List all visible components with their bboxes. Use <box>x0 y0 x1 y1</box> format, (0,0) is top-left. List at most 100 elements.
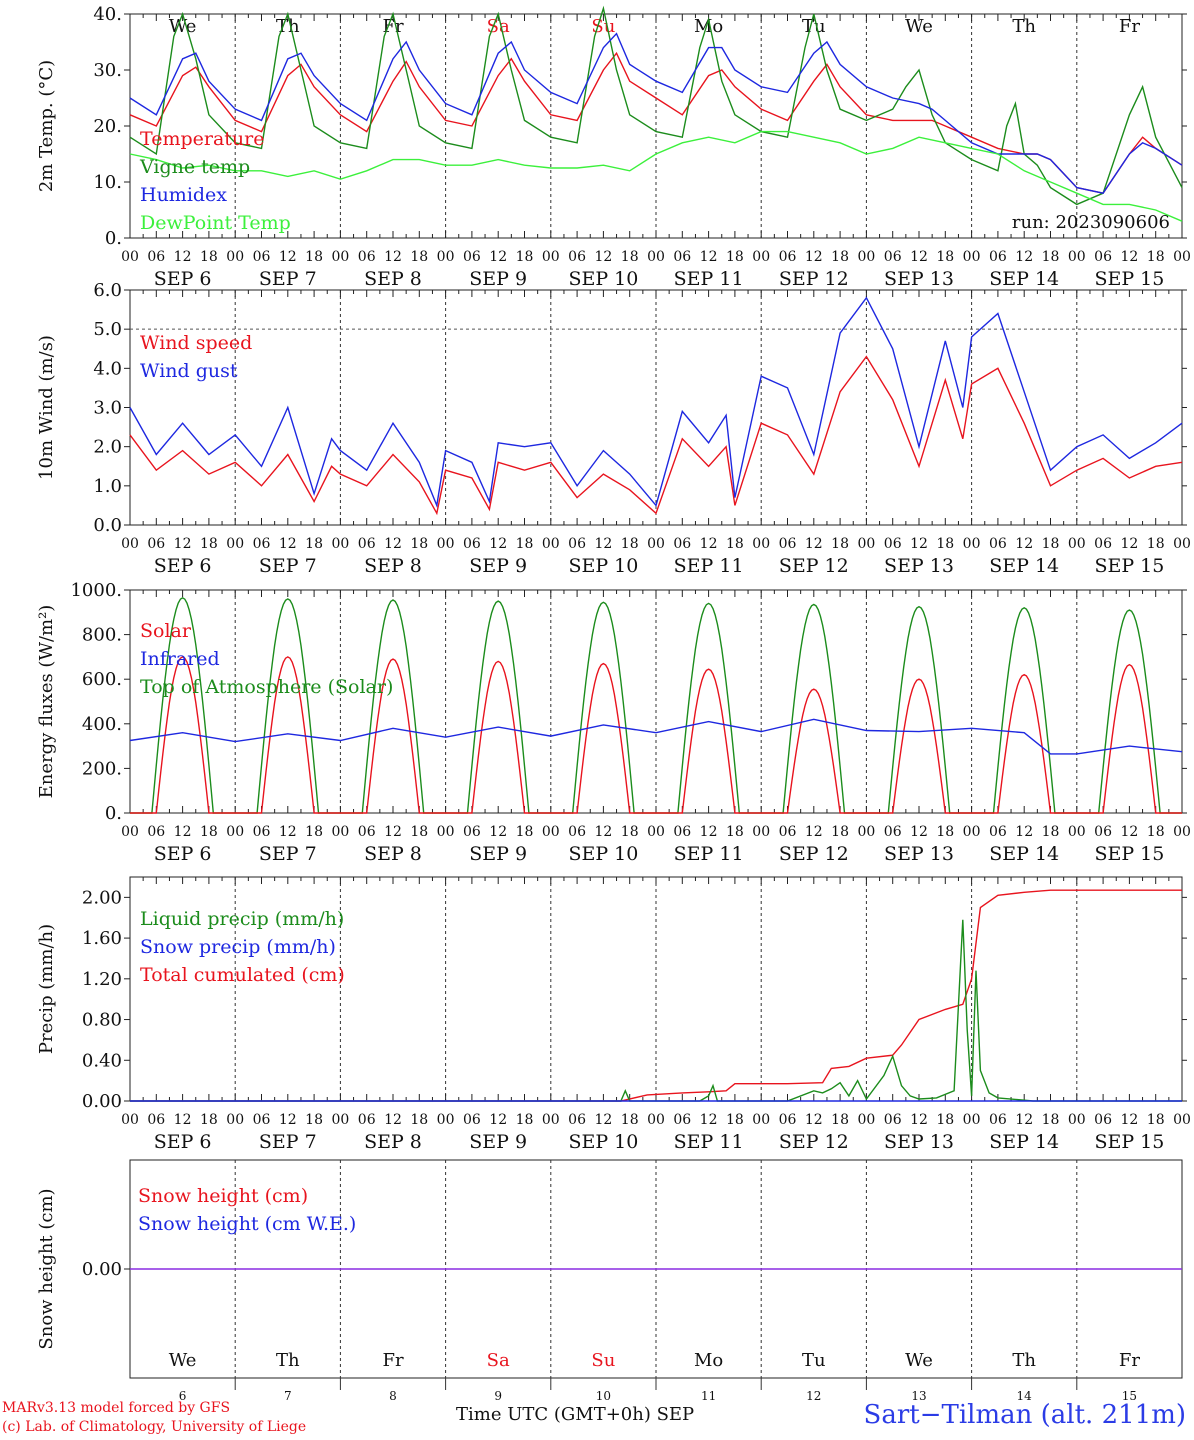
hour-label: 06 <box>568 249 586 265</box>
hour-label: 00 <box>226 824 244 840</box>
hour-label: 18 <box>831 824 849 840</box>
hour-label: 12 <box>384 536 402 552</box>
date-label: SEP 7 <box>259 843 317 865</box>
hour-label: 06 <box>1094 824 1112 840</box>
date-label: SEP 7 <box>259 268 317 290</box>
legend-entry: Temperature <box>140 128 264 150</box>
date-label: SEP 10 <box>568 555 638 577</box>
y-tick-label: 10. <box>93 172 122 193</box>
y-tick-label: 4.0 <box>93 358 122 379</box>
date-label: SEP 12 <box>779 843 849 865</box>
hour-label: 12 <box>174 824 192 840</box>
hour-label: 00 <box>857 249 875 265</box>
day-number: 12 <box>806 1389 821 1403</box>
run-label: run: 2023090606 <box>1012 212 1170 233</box>
day-number: 10 <box>596 1389 611 1403</box>
legend-entry: Humidex <box>140 184 227 206</box>
hour-label: 18 <box>1042 824 1060 840</box>
hour-label: 12 <box>1015 824 1033 840</box>
hour-label: 00 <box>331 249 349 265</box>
y-tick-label: 30. <box>93 60 122 81</box>
date-label: SEP 6 <box>154 1131 212 1153</box>
hour-label: 00 <box>542 1112 560 1128</box>
hour-label: 18 <box>831 1112 849 1128</box>
hour-label: 06 <box>989 536 1007 552</box>
date-label: SEP 12 <box>779 268 849 290</box>
date-label: SEP 8 <box>364 1131 422 1153</box>
hour-label: 06 <box>147 249 165 265</box>
hour-label: 18 <box>516 824 534 840</box>
hour-label: 00 <box>226 1112 244 1128</box>
station-name: Sart−Tilman (alt. 211m) <box>863 1400 1186 1430</box>
hour-label: 00 <box>1068 1112 1086 1128</box>
hour-label: 06 <box>463 1112 481 1128</box>
hour-label: 12 <box>805 824 823 840</box>
wind-gust-line <box>129 296 1183 508</box>
legend-entry: Snow precip (mm/h) <box>140 936 336 958</box>
hour-label: 06 <box>463 824 481 840</box>
hour-label: 06 <box>884 249 902 265</box>
y-tick-label: 0.0 <box>93 515 122 536</box>
date-label: SEP 10 <box>568 268 638 290</box>
date-label: SEP 9 <box>469 843 527 865</box>
date-label: SEP 15 <box>1094 843 1164 865</box>
hour-label: 06 <box>253 536 271 552</box>
hour-label: 18 <box>1147 536 1165 552</box>
liquid-precip-mm-h-line <box>130 919 1182 1102</box>
hour-label: 18 <box>200 824 218 840</box>
hour-label: 00 <box>963 249 981 265</box>
hour-label: 00 <box>1173 824 1191 840</box>
hour-label: 18 <box>621 824 639 840</box>
hour-label: 12 <box>489 249 507 265</box>
hour-label: 06 <box>147 824 165 840</box>
hour-label: 18 <box>936 824 954 840</box>
day-name: Th <box>1012 16 1036 37</box>
hour-label: 00 <box>437 536 455 552</box>
hour-label: 00 <box>331 824 349 840</box>
hour-label: 18 <box>1042 1112 1060 1128</box>
hour-label: 00 <box>331 536 349 552</box>
hour-label: 18 <box>621 536 639 552</box>
legend-entry: Solar <box>140 620 192 642</box>
hour-label: 00 <box>752 824 770 840</box>
hour-label: 18 <box>1147 824 1165 840</box>
day-name: Su <box>591 1350 615 1371</box>
y-tick-label: 0.00 <box>82 1259 122 1280</box>
y-tick-label: 600. <box>82 669 122 690</box>
hour-label: 06 <box>989 824 1007 840</box>
hour-label: 00 <box>331 1112 349 1128</box>
hour-label: 12 <box>910 824 928 840</box>
hour-label: 00 <box>857 824 875 840</box>
hour-label: 18 <box>410 249 428 265</box>
date-label: SEP 8 <box>364 268 422 290</box>
panel-frame <box>129 13 1183 239</box>
y-tick-label: 1.0 <box>93 476 122 497</box>
hour-label: 00 <box>226 249 244 265</box>
y-tick-label: 5.0 <box>93 319 122 340</box>
legend-entry: Liquid precip (mm/h) <box>140 908 344 930</box>
model-credit: MARv3.13 model forced by GFS <box>2 1400 231 1416</box>
hour-label: 12 <box>384 824 402 840</box>
day-number: 13 <box>911 1389 926 1403</box>
date-label: SEP 13 <box>884 268 954 290</box>
hour-label: 18 <box>726 249 744 265</box>
date-label: SEP 13 <box>884 555 954 577</box>
y-tick-label: 2.00 <box>82 887 122 908</box>
day-name: Sa <box>487 1350 510 1371</box>
hour-label: 12 <box>700 536 718 552</box>
y-tick-label: 40. <box>93 4 122 25</box>
hour-label: 18 <box>1042 536 1060 552</box>
date-label: SEP 11 <box>674 1131 744 1153</box>
hour-label: 12 <box>1015 536 1033 552</box>
y-axis-label: Precip (mm/h) <box>36 924 57 1054</box>
hour-label: 00 <box>752 1112 770 1128</box>
y-tick-label: 1.20 <box>82 969 122 990</box>
y-tick-label: 3.0 <box>93 398 122 419</box>
hour-label: 12 <box>805 536 823 552</box>
hour-label: 00 <box>121 824 139 840</box>
solar-line <box>130 656 1182 814</box>
hour-label: 18 <box>200 249 218 265</box>
hour-label: 18 <box>726 1112 744 1128</box>
hour-label: 06 <box>779 1112 797 1128</box>
hour-label: 06 <box>358 1112 376 1128</box>
